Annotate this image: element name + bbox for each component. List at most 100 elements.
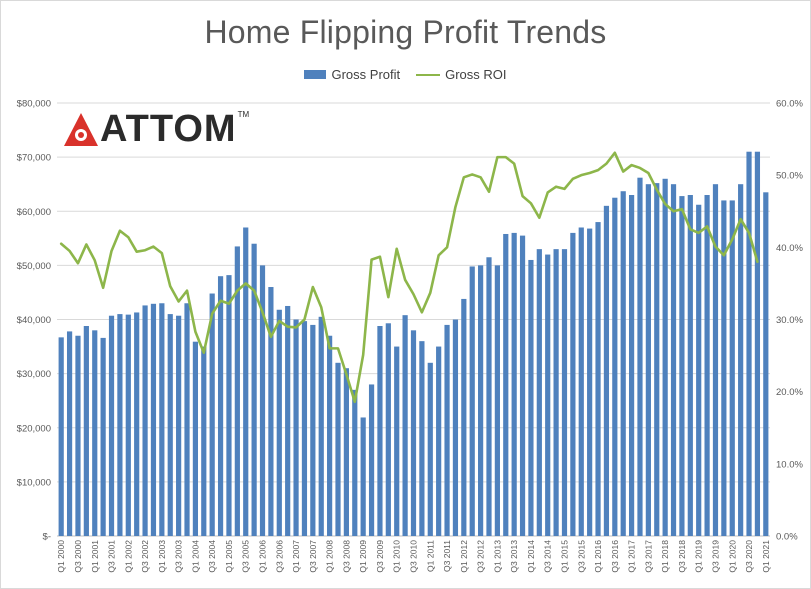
x-tick-label: Q1 2013 <box>492 540 502 573</box>
x-tick-label: Q3 2010 <box>409 540 419 573</box>
bar-gross-profit <box>461 298 467 536</box>
x-tick-label: Q1 2020 <box>727 540 737 573</box>
bar-gross-profit <box>285 305 291 536</box>
y-right-tick-label: 30.0% <box>776 315 803 326</box>
y-left-tick-label: $20,000 <box>17 423 51 434</box>
bar-gross-profit <box>670 184 677 536</box>
bar-gross-profit <box>159 303 165 536</box>
bar-gross-profit <box>696 204 702 536</box>
bar-gross-profit <box>654 183 660 537</box>
bar-gross-profit <box>721 200 727 536</box>
y-left-tick-label: $40,000 <box>17 315 51 326</box>
bar-gross-profit <box>763 192 769 536</box>
bar-gross-profit <box>503 233 509 537</box>
x-tick-label: Q1 2007 <box>291 540 301 573</box>
x-tick-label: Q1 2012 <box>459 540 469 573</box>
y-right-tick-label: 10.0% <box>776 459 803 470</box>
y-right-tick-label: 0.0% <box>776 532 798 543</box>
x-tick-label: Q1 2016 <box>593 540 603 573</box>
line-gross-roi <box>59 151 759 404</box>
x-tick-label: Q1 2011 <box>425 540 435 572</box>
x-tick-label: Q1 2001 <box>90 540 100 573</box>
bar-gross-profit <box>628 195 635 536</box>
x-tick-label: Q1 2014 <box>526 540 536 573</box>
bar-gross-profit <box>268 287 274 536</box>
y-left-tick-label: $- <box>43 532 51 543</box>
x-tick-label: Q3 2015 <box>576 540 586 573</box>
legend-label-gross-roi: Gross ROI <box>445 67 507 82</box>
bar-gross-profit <box>570 232 576 536</box>
x-tick-label: Q3 2013 <box>509 540 519 573</box>
bar-gross-profit <box>587 228 593 536</box>
x-tick-label: Q1 2004 <box>190 540 200 573</box>
y-right-tick-label: 40.0% <box>776 243 803 254</box>
bar-gross-profit <box>738 184 744 536</box>
bar-gross-profit <box>100 337 106 536</box>
x-tick-label: Q1 2008 <box>325 540 335 573</box>
bar-gross-profit <box>352 389 358 536</box>
bar-gross-profit <box>452 319 459 536</box>
bar-gross-profit <box>712 184 719 536</box>
x-tick-label: Q1 2009 <box>358 540 368 573</box>
x-tick-label: Q3 2016 <box>610 540 620 573</box>
chart-title: Home Flipping Profit Trends <box>204 14 607 50</box>
y-left-tick-label: $10,000 <box>17 477 51 488</box>
bar-gross-profit <box>327 335 333 536</box>
x-tick-label: Q1 2015 <box>559 540 569 573</box>
bar-gross-profit <box>192 341 199 536</box>
bar-gross-profit <box>58 337 64 536</box>
bar-gross-profit <box>469 266 475 536</box>
bar-gross-profit <box>545 254 551 537</box>
x-tick-label: Q1 2006 <box>258 540 268 573</box>
y-left-tick-label: $50,000 <box>17 261 51 272</box>
x-tick-label: Q3 2006 <box>274 540 284 573</box>
bar-gross-profit <box>318 316 324 536</box>
bar-gross-profit <box>662 178 668 536</box>
x-tick-label: Q3 2019 <box>710 540 720 573</box>
y-left-tick-label: $70,000 <box>17 153 51 164</box>
x-axis: Q1 2000 Q3 2000 Q1 2001 Q3 2001 Q1 2002 Q3 20… <box>56 540 771 573</box>
bar-gross-profit <box>528 259 534 536</box>
y-right-tick-label: 50.0% <box>776 171 803 182</box>
bar-gross-profit <box>83 326 89 536</box>
bar-gross-profit <box>645 184 651 536</box>
x-tick-label: Q3 2014 <box>543 540 553 573</box>
x-tick-label: Q3 2011 <box>442 540 452 572</box>
x-tick-label: Q1 2017 <box>627 540 637 573</box>
bar-gross-profit <box>612 197 618 536</box>
x-tick-label: Q1 2021 <box>761 540 771 573</box>
bar-gross-profit <box>66 331 73 536</box>
bar-gross-profit <box>519 235 526 537</box>
legend-item-gross-roi: Gross ROI <box>416 67 507 82</box>
bar-gross-profit <box>603 205 610 536</box>
bar-gross-profit <box>259 265 266 537</box>
bar-gross-profit <box>620 191 626 536</box>
bar-gross-profit <box>142 305 148 536</box>
chart-legend: Gross Profit Gross ROI <box>0 67 811 82</box>
y-axis-left: $- $10,000 $20,000 $30,000 $40,000 $50,000 $60… <box>17 99 51 543</box>
bar-gross-profit <box>486 257 492 536</box>
bar-gross-profit <box>754 151 761 536</box>
bar-gross-profit <box>184 303 190 536</box>
x-tick-label: Q3 2004 <box>207 540 217 573</box>
bar-gross-profit <box>251 243 257 536</box>
bar-gross-profit <box>301 321 308 536</box>
x-tick-label: Q3 2018 <box>677 540 687 573</box>
x-tick-label: Q3 2002 <box>140 540 150 573</box>
attom-logo-icon <box>64 113 98 146</box>
attom-logo-text: ATTOM <box>100 108 237 150</box>
y-left-tick-label: $80,000 <box>17 99 51 110</box>
bar-gross-profit <box>679 196 685 536</box>
bar-gross-profit <box>368 384 375 536</box>
bar-gross-profit <box>444 324 450 536</box>
bar-gross-profit <box>293 319 299 536</box>
bar-gross-profit <box>402 315 408 536</box>
attom-logo-trademark: TM <box>237 110 250 119</box>
y-left-tick-label: $30,000 <box>17 369 51 380</box>
x-tick-label: Q1 2005 <box>224 540 234 573</box>
bar-gross-profit <box>360 417 366 536</box>
bar-gross-profit <box>201 346 207 536</box>
bar-gross-profit <box>217 276 224 536</box>
bar-gross-profit <box>335 362 341 536</box>
